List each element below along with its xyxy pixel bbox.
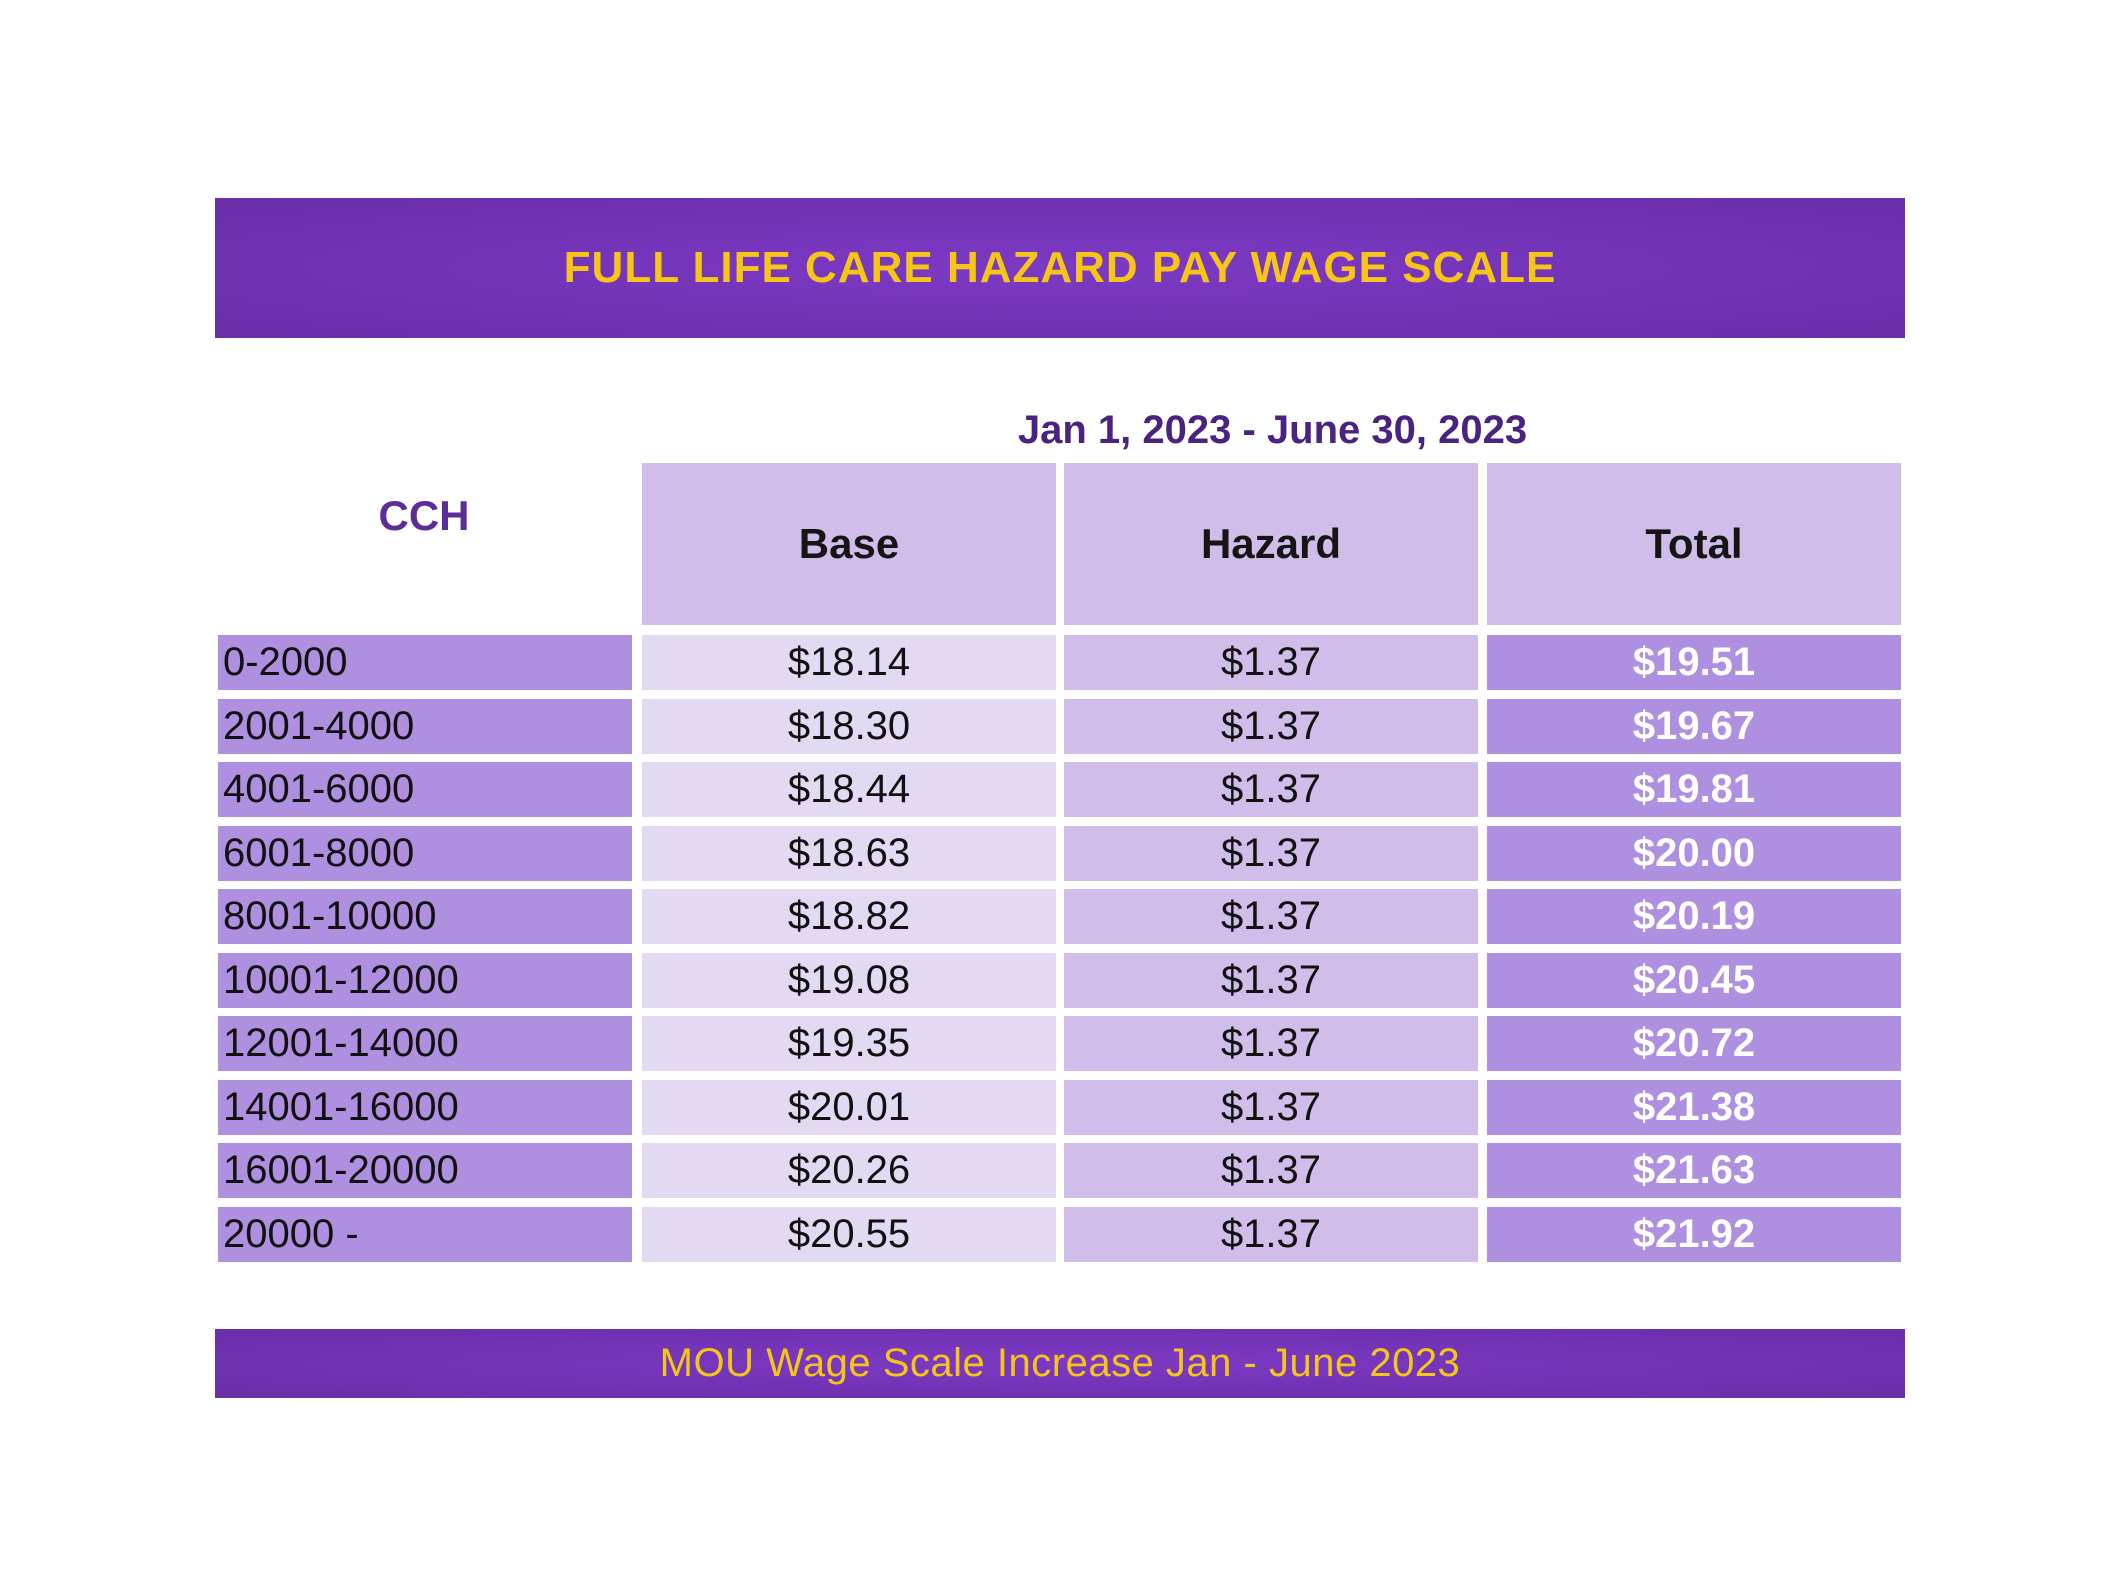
table-row-hazard: $1.37 <box>1064 635 1478 690</box>
table-row-cch: 0-2000 <box>218 635 632 690</box>
title-banner: FULL LIFE CARE HAZARD PAY WAGE SCALE <box>215 198 1905 338</box>
table-row-base: $20.01 <box>642 1080 1056 1135</box>
table-row-hazard: $1.37 <box>1064 826 1478 881</box>
table-row-total: $20.72 <box>1487 1016 1901 1071</box>
table-row-base: $18.63 <box>642 826 1056 881</box>
table-row-hazard: $1.37 <box>1064 1080 1478 1135</box>
table-row-cch: 14001-16000 <box>218 1080 632 1135</box>
table-row-base: $19.35 <box>642 1016 1056 1071</box>
column-header-base: Base <box>642 463 1056 625</box>
table-row-hazard: $1.37 <box>1064 1016 1478 1071</box>
table-row-hazard: $1.37 <box>1064 699 1478 754</box>
table-row-total: $19.51 <box>1487 635 1901 690</box>
table-row-hazard: $1.37 <box>1064 1143 1478 1198</box>
table-row-total: $20.19 <box>1487 889 1901 944</box>
table-row-cch: 8001-10000 <box>218 889 632 944</box>
footer-text: MOU Wage Scale Increase Jan - June 2023 <box>659 1341 1461 1385</box>
period-label: Jan 1, 2023 - June 30, 2023 <box>1017 407 1528 452</box>
table-row-hazard: $1.37 <box>1064 889 1478 944</box>
table-row-cch: 16001-20000 <box>218 1143 632 1198</box>
table-row-total: $20.00 <box>1487 826 1901 881</box>
footer-banner: MOU Wage Scale Increase Jan - June 2023 <box>215 1329 1905 1398</box>
table-row-cch: 20000 - <box>218 1207 632 1262</box>
table-row-total: $21.38 <box>1487 1080 1901 1135</box>
column-header-total-label: Total <box>1645 520 1743 567</box>
page-title: FULL LIFE CARE HAZARD PAY WAGE SCALE <box>563 243 1557 292</box>
cch-header: CCH <box>378 492 470 539</box>
table-row-cch: 10001-12000 <box>218 953 632 1008</box>
table-row-base: $18.14 <box>642 635 1056 690</box>
table-row-base: $20.55 <box>642 1207 1056 1262</box>
table-row-base: $18.30 <box>642 699 1056 754</box>
table-row-total: $19.81 <box>1487 762 1901 817</box>
table-row-hazard: $1.37 <box>1064 1207 1478 1262</box>
table-row-base: $18.82 <box>642 889 1056 944</box>
table-row-cch: 4001-6000 <box>218 762 632 817</box>
table-row-cch: 12001-14000 <box>218 1016 632 1071</box>
table-row-total: $21.92 <box>1487 1207 1901 1262</box>
table-row-cch: 6001-8000 <box>218 826 632 881</box>
table-row-total: $21.63 <box>1487 1143 1901 1198</box>
table-row-cch: 2001-4000 <box>218 699 632 754</box>
table-row-total: $20.45 <box>1487 953 1901 1008</box>
column-header-total: Total <box>1487 463 1901 625</box>
table-row-base: $19.08 <box>642 953 1056 1008</box>
column-header-hazard-label: Hazard <box>1200 520 1342 567</box>
table-row-total: $19.67 <box>1487 699 1901 754</box>
column-header-base-label: Base <box>798 520 900 567</box>
table-row-base: $18.44 <box>642 762 1056 817</box>
table-row-base: $20.26 <box>642 1143 1056 1198</box>
column-header-hazard: Hazard <box>1064 463 1478 625</box>
table-row-hazard: $1.37 <box>1064 762 1478 817</box>
table-row-hazard: $1.37 <box>1064 953 1478 1008</box>
